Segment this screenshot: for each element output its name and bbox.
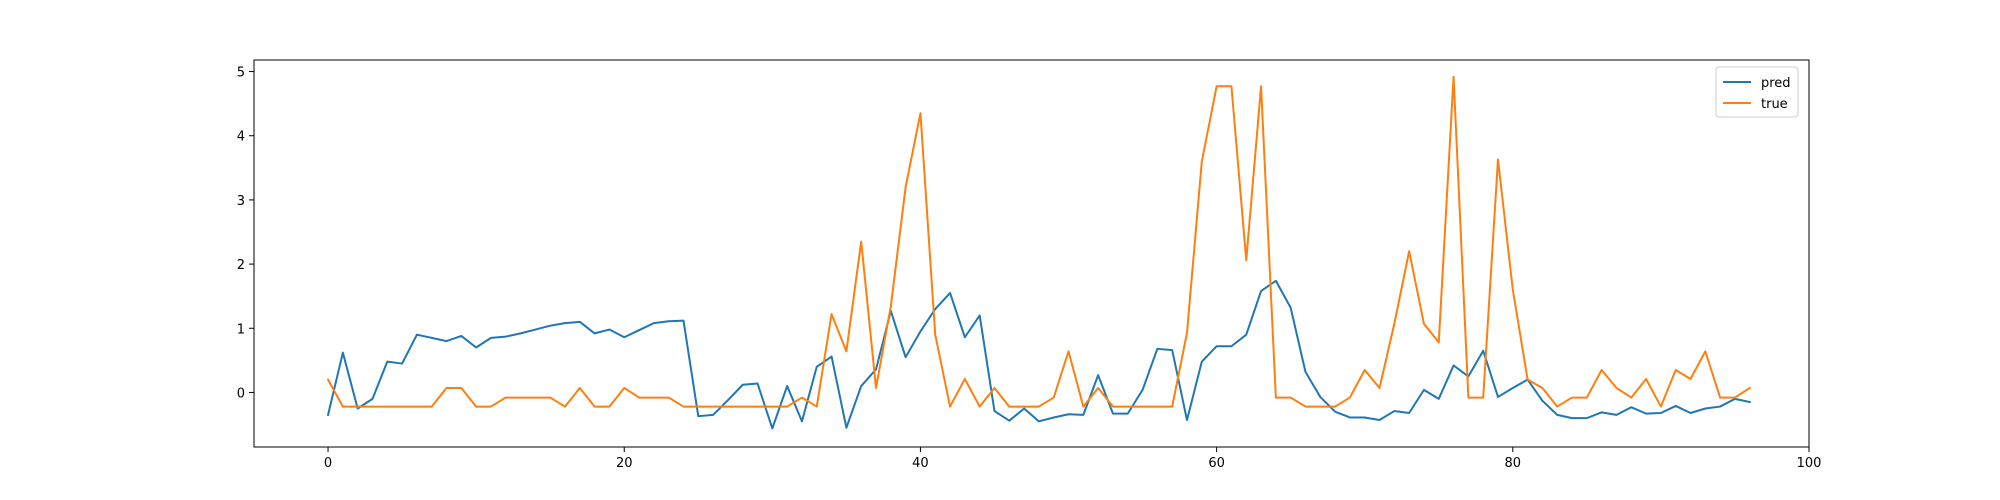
series-line-true xyxy=(326,75,1752,408)
axes-layer: 0 20 40 60 80 100 0 1 2 3 4 5 xyxy=(237,59,1822,471)
x-tick-label: 100 xyxy=(1797,456,1822,471)
y-tick-label: 1 xyxy=(237,322,245,337)
series-line-pred xyxy=(326,279,1751,430)
y-tick-label: 4 xyxy=(237,130,245,145)
legend-box xyxy=(1715,66,1799,118)
series-layer xyxy=(326,75,1752,430)
x-tick-label: 0 xyxy=(324,456,332,471)
legend-label-true: true xyxy=(1761,97,1788,112)
x-tick-label: 20 xyxy=(616,456,633,471)
y-tick-label: 2 xyxy=(237,258,245,273)
y-tick-label: 3 xyxy=(237,194,245,209)
plot-frame xyxy=(253,59,1810,448)
x-tick-label: 80 xyxy=(1505,456,1522,471)
y-tick-label: 5 xyxy=(237,66,245,81)
legend: pred true xyxy=(1715,66,1799,118)
x-tick-label: 40 xyxy=(912,456,929,471)
y-tick-label: 0 xyxy=(237,386,245,401)
x-tick-label: 60 xyxy=(1208,456,1225,471)
legend-label-pred: pred xyxy=(1761,76,1791,91)
